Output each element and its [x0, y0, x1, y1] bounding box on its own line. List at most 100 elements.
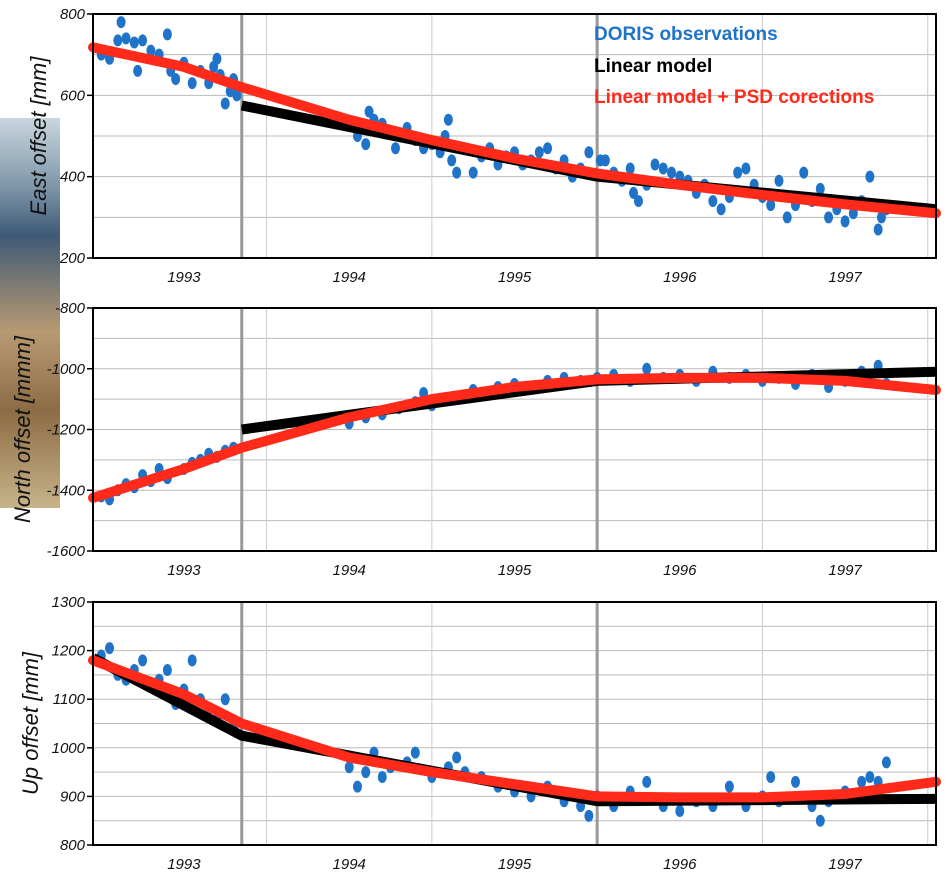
east-observation-point [650, 158, 660, 171]
legend-entry: DORIS observations [594, 24, 778, 45]
east-observation-point [146, 44, 156, 57]
background-photo [0, 118, 60, 508]
up-observation-point [642, 775, 652, 788]
east-observation-point [543, 142, 553, 155]
east-observation-point [187, 77, 197, 90]
east-observation-point [782, 211, 792, 224]
up-observation-point [766, 770, 776, 783]
east-psd-model-line [88, 42, 941, 219]
east-observation-point [824, 211, 834, 224]
north-y-axis-label: North offset [mmm] [10, 335, 35, 523]
up-y-axis-label: Up offset [mm] [18, 651, 43, 795]
east-observation-point [716, 203, 726, 216]
east-observation-point [629, 186, 639, 199]
up-observation-point [162, 664, 172, 677]
up-psd-model-line [88, 655, 941, 803]
east-observation-point [468, 166, 478, 179]
east-observation-point [390, 142, 400, 155]
east-observation-point [361, 138, 371, 151]
east-observation-point [658, 162, 668, 175]
up-observation-point [865, 770, 875, 783]
up-y-tick-label: 900 [60, 788, 86, 805]
up-observation-point [352, 780, 362, 793]
east-observation-point [799, 166, 809, 179]
up-observation-point [791, 775, 800, 788]
up-observation-point [815, 814, 825, 827]
east-observation-point [138, 34, 148, 47]
east-observation-point [600, 154, 610, 167]
north-y-tick-label: -1000 [47, 361, 86, 378]
legend-entry: Linear model [594, 56, 712, 77]
east-observation-point [133, 64, 143, 77]
north-observation-point [642, 362, 652, 375]
up-x-tick-label: 1996 [663, 856, 697, 873]
north-x-tick-label: 1995 [498, 562, 532, 579]
east-observation-point [766, 199, 776, 212]
up-observation-point [344, 761, 354, 774]
north-x-tick-label: 1993 [167, 562, 201, 579]
east-observation-point [815, 182, 825, 195]
east-observation-point [116, 16, 126, 29]
east-observation-point [443, 113, 453, 126]
east-observation-point [876, 211, 886, 224]
east-observation-point [162, 28, 172, 41]
north-y-tick-label: -1400 [47, 482, 86, 499]
up-y-tick-label: 1100 [53, 691, 86, 708]
east-y-axis-label: East offset [mm] [26, 56, 51, 216]
east-x-tick-label: 1993 [167, 269, 201, 286]
north-y-tick-label: -1200 [47, 422, 86, 439]
east-x-tick-label: 1995 [498, 269, 532, 286]
east-observation-point [741, 162, 751, 175]
north-x-tick-label: 1997 [828, 562, 862, 579]
legend-entry: Linear model + PSD corections [594, 87, 874, 108]
up-y-tick-label: 800 [60, 837, 86, 854]
east-observation-point [584, 146, 594, 159]
up-observation-point [584, 809, 594, 822]
up-x-tick-label: 1995 [498, 856, 532, 873]
east-y-tick-label: 200 [59, 250, 86, 267]
up-observation-point [220, 693, 230, 706]
east-observation-point [667, 166, 677, 179]
north-x-tick-label: 1996 [663, 562, 697, 579]
up-observation-point [410, 746, 420, 759]
up-observation-point [857, 775, 867, 788]
up-observation-point [361, 766, 371, 779]
up-observation-point [187, 654, 197, 667]
east-observation-point [121, 32, 131, 45]
east-y-tick-label: 400 [60, 169, 86, 186]
east-observation-point [212, 52, 222, 65]
north-y-tick-label: -800 [55, 300, 86, 317]
east-y-tick-label: 600 [60, 87, 86, 104]
east-observation-point [840, 215, 850, 228]
up-y-tick-label: 1200 [52, 643, 86, 660]
east-observation-point [873, 223, 883, 236]
up-y-tick-label: 1300 [52, 594, 86, 611]
east-x-tick-label: 1997 [828, 269, 862, 286]
east-observation-point [865, 170, 875, 183]
east-x-tick-label: 1994 [333, 269, 366, 286]
up-y-tick-label: 1000 [52, 740, 86, 757]
east-observation-point [774, 174, 784, 187]
east-observation-point [452, 166, 462, 179]
up-observation-point [138, 654, 148, 667]
east-observation-point [733, 166, 743, 179]
east-observation-point [447, 154, 457, 167]
east-observation-point [129, 36, 139, 49]
up-observation-point [452, 751, 462, 764]
up-x-tick-label: 1993 [167, 856, 201, 873]
east-observation-point [625, 162, 635, 175]
east-observation-point [232, 89, 242, 102]
east-plot-frame [92, 13, 937, 259]
up-plot-frame [92, 601, 937, 846]
north-y-tick-label: -1600 [47, 543, 86, 560]
north-x-tick-label: 1994 [333, 562, 366, 579]
east-observation-point [534, 146, 544, 159]
east-observation-point [220, 97, 230, 110]
east-x-tick-label: 1996 [663, 269, 697, 286]
east-observation-point [633, 195, 643, 208]
up-observation-point [675, 804, 685, 817]
north-psd-model-line [88, 372, 941, 503]
east-observation-point [171, 73, 181, 86]
up-x-tick-label: 1994 [333, 856, 366, 873]
